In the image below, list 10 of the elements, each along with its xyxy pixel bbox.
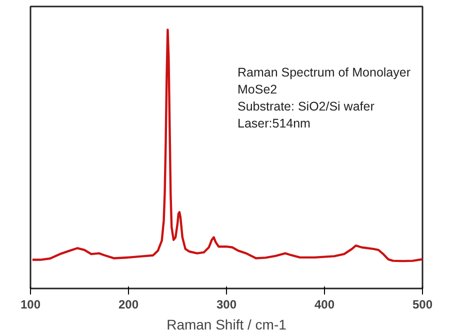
annotation: Substrate: SiO2/Si wafer — [238, 100, 374, 114]
x-axis-title: Raman Shift / cm-1 — [166, 316, 287, 332]
annotation: Raman Spectrum of Monolayer — [238, 66, 410, 80]
x-tick-label: 500 — [412, 298, 433, 312]
annotation: MoSe2 — [238, 82, 278, 96]
x-tick-label: 300 — [216, 298, 237, 312]
x-tick-label: 200 — [118, 298, 139, 312]
x-tick-label: 400 — [314, 298, 335, 312]
annotation: Laser:514nm — [238, 116, 310, 130]
x-tick-label: 100 — [20, 298, 41, 312]
